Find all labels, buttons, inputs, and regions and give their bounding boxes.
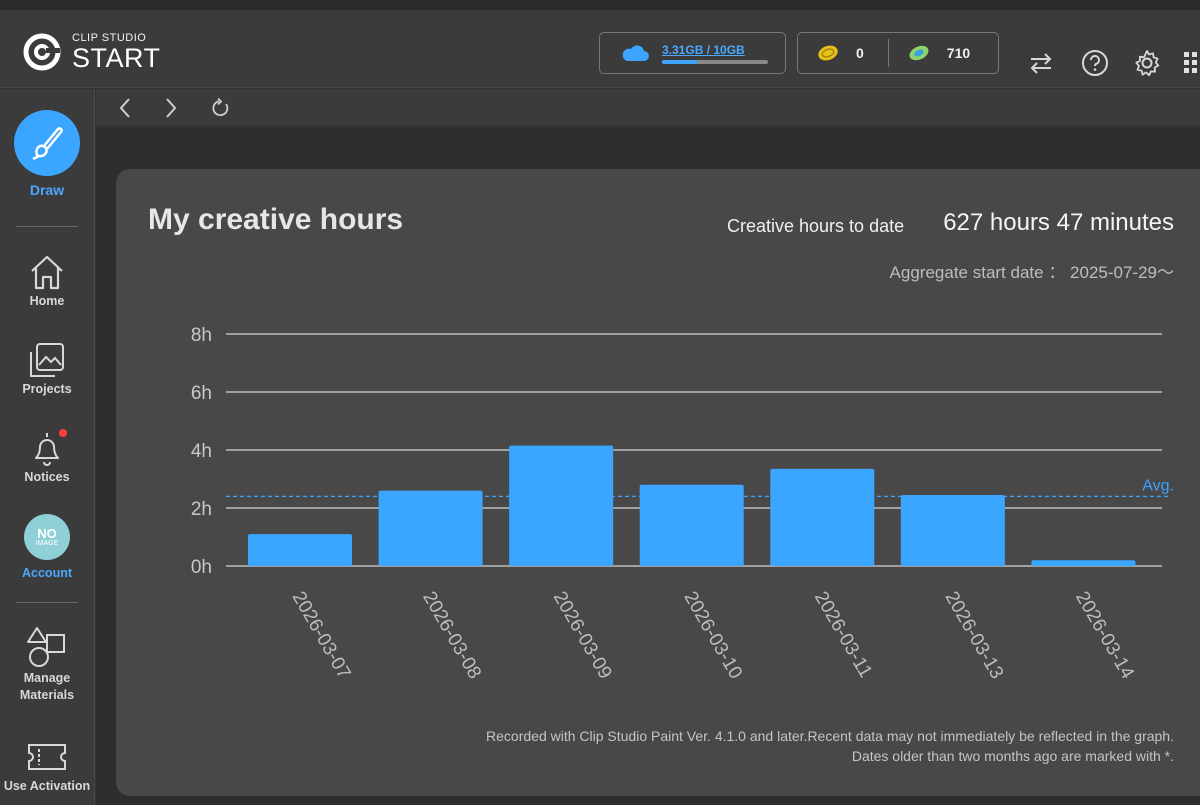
gear-icon[interactable] — [1132, 48, 1162, 78]
sidebar-label-notices: Notices — [24, 470, 70, 484]
sidebar-label-account: Account — [22, 566, 72, 580]
x-tick-label: 2026-03-14 — [1071, 588, 1138, 683]
draw-brush-icon — [14, 110, 80, 176]
avatar-text: NO — [37, 525, 57, 541]
sidebar-divider — [16, 602, 78, 603]
sidebar-label-projects: Projects — [22, 382, 72, 396]
projects-icon — [30, 343, 64, 377]
sidebar: Draw Home Projects Notices NO IMAGE Acco… — [0, 89, 95, 805]
avatar: NO IMAGE — [24, 514, 70, 560]
coins-divider — [887, 39, 889, 67]
clip-studio-logo-icon — [23, 33, 61, 71]
help-icon[interactable] — [1080, 48, 1110, 78]
storage-usage-text[interactable]: 3.31GB / 10GB — [662, 42, 745, 57]
sidebar-item-home[interactable]: Home — [0, 252, 94, 311]
gold-coin-icon — [818, 45, 838, 61]
back-button[interactable] — [112, 95, 138, 121]
app-logo: CLIP STUDIO START — [20, 32, 161, 72]
total-hours-label: Creative hours to date — [727, 216, 905, 236]
y-tick-label: 2h — [191, 499, 212, 520]
materials-shapes-icon — [27, 627, 65, 667]
sidebar-item-account[interactable]: NO IMAGE Account — [0, 514, 94, 583]
y-tick-label: 4h — [191, 441, 212, 462]
sidebar-divider — [16, 226, 78, 227]
footnote-line-1: Recorded with Clip Studio Paint Ver. 4.1… — [486, 728, 1174, 744]
x-tick-label: 2026-03-13 — [941, 588, 1008, 683]
cloud-storage-widget[interactable]: 3.31GB / 10GB — [599, 32, 786, 74]
x-tick-label: 2026-03-07 — [288, 588, 355, 683]
average-label: Avg. — [1142, 477, 1174, 494]
browser-nav-bar — [96, 89, 1200, 127]
total-hours-value: 627 hours 47 minutes — [943, 209, 1174, 236]
bar — [639, 484, 744, 566]
avatar-subtext: IMAGE — [35, 539, 59, 547]
y-tick-label: 8h — [191, 325, 212, 346]
gold-coin-count: 0 — [856, 45, 864, 61]
sidebar-label-materials: Materials — [19, 687, 75, 702]
y-tick-label: 0h — [191, 557, 212, 578]
bar — [248, 534, 352, 566]
bell-icon — [35, 429, 67, 466]
chevron-right-icon — [166, 98, 177, 118]
ticket-icon — [28, 744, 66, 770]
sidebar-label-manage: Manage — [23, 671, 71, 685]
x-tick-label: 2026-03-11 — [810, 588, 876, 681]
x-tick-label: 2026-03-08 — [418, 588, 485, 683]
brand-small-text: CLIP STUDIO — [72, 31, 147, 44]
bar — [378, 490, 483, 566]
sidebar-label-draw: Draw — [29, 182, 65, 198]
reload-button[interactable] — [208, 95, 234, 121]
storage-bar — [662, 59, 768, 64]
clippy-point-icon — [909, 45, 929, 61]
sidebar-item-use-activation[interactable]: Use Activation — [0, 741, 94, 796]
storage-bar-fill — [662, 59, 698, 64]
bar — [509, 445, 614, 566]
bar — [1031, 560, 1136, 566]
forward-button[interactable] — [158, 95, 184, 121]
sidebar-item-projects[interactable]: Projects — [0, 340, 94, 399]
sidebar-item-notices[interactable]: Notices — [0, 428, 94, 487]
chevron-left-icon — [119, 98, 130, 118]
page-title: My creative hours — [148, 203, 404, 236]
reload-icon — [212, 98, 229, 117]
title-bar — [0, 0, 1200, 10]
sidebar-item-draw[interactable]: Draw — [0, 109, 94, 202]
app-header: CLIP STUDIO START 3.31GB / 10GB 0 710 — [0, 10, 1200, 88]
coins-widget[interactable]: 0 710 — [797, 32, 999, 74]
footnote-line-2: Dates older than two months ago are mark… — [851, 748, 1174, 765]
x-tick-label: 2026-03-09 — [549, 588, 616, 683]
sidebar-item-manage-materials[interactable]: Manage Materials — [0, 625, 94, 703]
creative-hours-chart: 0h 2h 4h 6h 8h 2026-03-07 2026-03-08 2026-03-09… — [191, 325, 1174, 683]
sidebar-label-use-activation: Use Activation — [3, 779, 91, 793]
y-tick-label: 6h — [191, 383, 212, 404]
apps-grid-icon[interactable] — [1180, 48, 1200, 78]
home-icon — [31, 255, 63, 290]
sync-icon[interactable] — [1026, 48, 1056, 78]
aggregate-start-date: Aggregate start date ： 2025-07-29〜 — [889, 263, 1174, 282]
cloud-icon — [622, 45, 649, 61]
creative-hours-card — [116, 169, 1200, 796]
brand-big-text: START — [72, 42, 161, 73]
x-tick-label: 2026-03-10 — [679, 588, 746, 683]
sidebar-label-home: Home — [29, 294, 65, 308]
footnote: Recorded with Clip Studio Paint Ver. 4.1… — [486, 726, 1174, 767]
bar — [900, 494, 1005, 566]
bar — [770, 468, 875, 566]
point-count: 710 — [946, 45, 971, 61]
